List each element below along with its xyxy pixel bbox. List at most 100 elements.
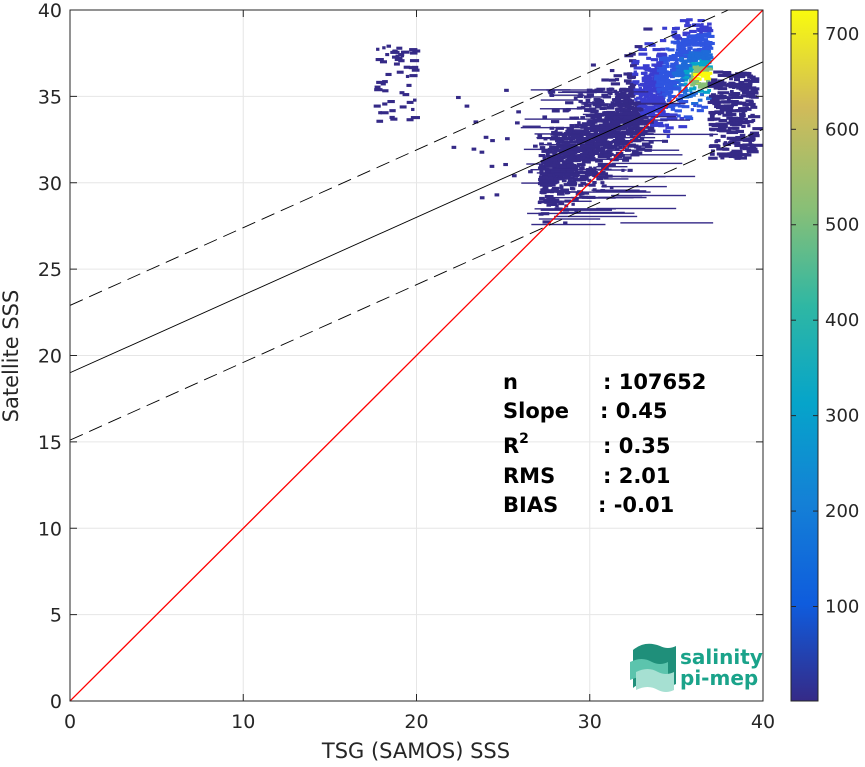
- colorbar-tick-label: 300: [825, 406, 859, 427]
- density-cell: [728, 82, 740, 87]
- density-cell: [544, 200, 553, 204]
- density-cell: [596, 139, 605, 143]
- density-cell: [514, 121, 520, 125]
- density-cell: [396, 46, 403, 50]
- density-cell: [547, 89, 553, 93]
- density-cell: [607, 149, 613, 153]
- density-cell: [738, 107, 745, 111]
- density-cell: [691, 57, 697, 61]
- density-cell: [681, 100, 689, 104]
- density-streak: [540, 200, 592, 202]
- density-cell: [656, 69, 667, 73]
- stats-value: : 2.01: [603, 464, 671, 488]
- density-cell: [657, 90, 661, 94]
- density-cell: [592, 180, 597, 185]
- density-cell: [642, 64, 650, 68]
- density-cell: [659, 39, 667, 43]
- density-cell: [749, 79, 760, 83]
- density-cell: [627, 93, 636, 97]
- density-cell: [562, 109, 569, 113]
- density-cell: [738, 87, 750, 91]
- density-cell: [569, 139, 574, 143]
- density-cell: [672, 102, 677, 106]
- density-cell: [589, 113, 595, 117]
- density-cell: [743, 72, 752, 76]
- density-cell: [642, 116, 649, 120]
- density-cell: [677, 104, 685, 108]
- density-cell: [542, 220, 551, 224]
- density-cell: [646, 143, 650, 147]
- density-streak: [603, 119, 691, 121]
- density-cell: [690, 83, 695, 87]
- density-cell: [544, 167, 549, 171]
- density-cell: [667, 48, 675, 52]
- density-cell: [584, 183, 590, 187]
- density-cell: [562, 155, 570, 159]
- density-cell: [601, 93, 609, 97]
- density-cell: [630, 143, 636, 147]
- density-cell: [748, 95, 757, 99]
- density-cell: [396, 70, 404, 74]
- density-cell: [554, 172, 563, 176]
- density-streak: [610, 154, 683, 156]
- density-cell: [625, 105, 629, 109]
- density-cell: [634, 97, 638, 101]
- density-cell: [551, 186, 560, 190]
- density-cell: [693, 42, 703, 47]
- density-cell: [392, 49, 397, 53]
- density-cell: [718, 118, 728, 123]
- density-cell: [559, 140, 563, 144]
- density-cell: [701, 54, 707, 59]
- density-cell: [565, 101, 574, 105]
- regression-lines: [70, 10, 763, 701]
- density-cell: [663, 113, 672, 117]
- density-cell: [676, 68, 683, 72]
- density-cell: [635, 113, 640, 118]
- density-cell: [599, 159, 603, 163]
- density-cell: [544, 194, 554, 199]
- density-streak: [554, 215, 638, 218]
- density-cell: [712, 96, 725, 100]
- density-cell: [638, 47, 647, 52]
- density-cell: [719, 105, 729, 109]
- density-cell: [603, 124, 612, 128]
- density-cell: [746, 94, 750, 98]
- density-cell: [700, 43, 704, 47]
- density-cell: [592, 119, 602, 123]
- density-cell: [613, 74, 623, 78]
- density-streak: [538, 218, 601, 220]
- density-cell: [675, 48, 680, 52]
- density-cell: [733, 75, 746, 79]
- density-cell: [711, 93, 716, 97]
- density-cell: [716, 83, 728, 87]
- density-cell: [682, 89, 689, 93]
- density-cell: [574, 172, 580, 176]
- density-cell: [555, 180, 560, 184]
- density-cell: [632, 119, 639, 123]
- density-cell: [376, 119, 384, 123]
- density-streak: [597, 169, 627, 171]
- density-cell: [471, 147, 477, 151]
- density-cell: [393, 62, 400, 66]
- density-cell: [483, 135, 489, 139]
- density-cell: [676, 70, 685, 74]
- density-cell: [679, 49, 689, 54]
- density-cell: [623, 131, 628, 135]
- density-cell: [584, 173, 590, 177]
- density-cell: [699, 52, 703, 56]
- density-cell: [596, 128, 604, 132]
- density-cell: [739, 133, 746, 137]
- density-cell: [703, 90, 710, 94]
- density-cell: [633, 151, 643, 155]
- density-cell: [538, 180, 544, 184]
- density-cell: [582, 150, 589, 155]
- density-cell: [405, 74, 410, 79]
- density-cell: [560, 188, 570, 192]
- density-cell: [548, 91, 553, 95]
- density-cell: [594, 105, 602, 109]
- density-cell: [743, 79, 751, 83]
- density-cell: [592, 149, 601, 153]
- density-cell: [665, 86, 670, 90]
- density-cell: [672, 71, 678, 75]
- density-cell: [542, 172, 551, 176]
